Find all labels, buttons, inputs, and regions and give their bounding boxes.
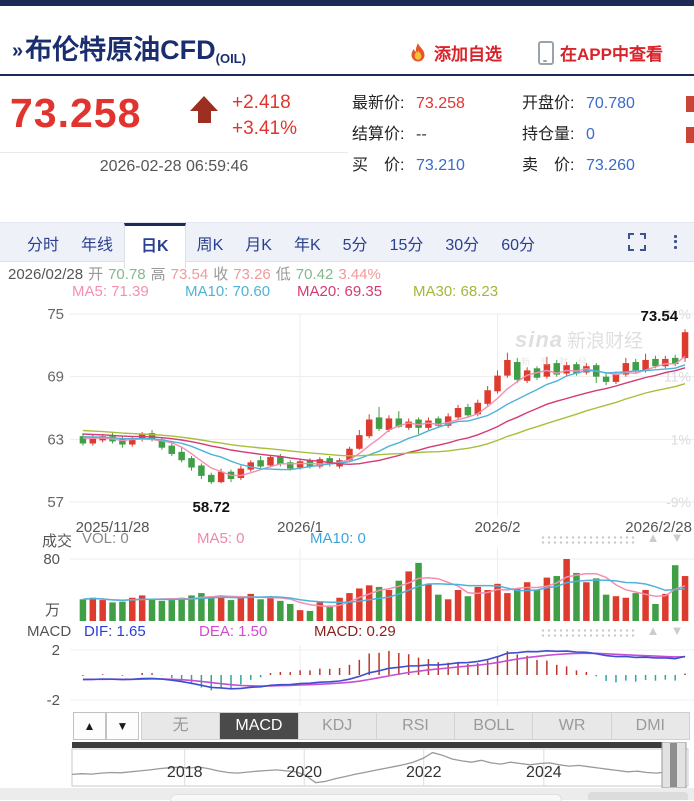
svg-text:2018: 2018 [167,764,203,781]
macd-expand-icon[interactable]: ▼ [668,623,686,638]
svg-text:69: 69 [47,369,64,386]
header: »布伦特原油CFD(OIL) 添加自选 在APP中查看 [0,6,694,76]
tab-weekly-k[interactable]: 周K [186,223,235,268]
ohlc-high: 73.54 [171,266,209,283]
cutoff-text-fragment [686,127,694,143]
page-title: »布伦特原油CFD(OIL) [12,28,246,67]
fullscreen-icon[interactable] [628,233,646,251]
change-percent: +3.41% [232,116,297,142]
macd-dea-value: DEA: 1.50 [199,623,267,640]
indicator-tab-kdj[interactable]: KDJ [299,713,377,739]
add-watchlist-button[interactable]: 添加自选 [408,40,502,65]
svg-text:63: 63 [47,431,64,448]
ohlc-date: 2026/02/28 [8,266,83,283]
tab-5min[interactable]: 5分 [332,223,379,268]
tab-minute[interactable]: 分时 [16,223,70,268]
svg-text:58.72: 58.72 [192,499,230,516]
stat-open-price: 开盘价:70.780 [522,88,635,119]
svg-text:-2: -2 [47,692,60,709]
tab-daily-k[interactable]: 日K [124,223,186,268]
svg-text:73.54: 73.54 [641,308,679,325]
quote-timestamp: 2026-02-28 06:59:46 [0,158,348,176]
add-watchlist-label: 添加自选 [434,40,502,65]
macd-collapse-icon[interactable]: ▲ [644,623,662,638]
indicator-tab-rsi[interactable]: RSI [377,713,455,739]
cutoff-next-button [588,792,688,800]
instrument-code: (OIL) [216,51,246,66]
ma30-value: MA30: 68.23 [413,283,498,300]
divider [0,152,348,153]
stats-column-left: 最新价:73.258 结算价:-- 买 价:73.210 [352,88,465,181]
macd-pane-label: MACD [27,623,71,640]
instrument-name: 布伦特原油CFD [25,35,216,65]
stat-bid-price: 买 价:73.210 [352,150,465,181]
quote-section: 73.258 +2.418 +3.41% 2026-02-28 06:59:46… [0,78,694,212]
tab-yearly-k[interactable]: 年K [283,223,332,268]
volume-chart[interactable]: 80 万 [0,540,694,622]
cutoff-text-fragment [686,96,694,112]
svg-text:75: 75 [47,306,64,323]
ma10-value: MA10: 70.60 [185,283,270,300]
tab-15min[interactable]: 15分 [379,223,435,268]
svg-text:万: 万 [45,602,60,619]
indicator-down-button[interactable]: ▼ [106,712,139,740]
svg-text:2024: 2024 [526,764,562,781]
ohlc-open: 70.78 [108,266,146,283]
macd-chart[interactable]: 2 -2 [0,640,694,710]
indicator-tab-boll[interactable]: BOLL [455,713,533,739]
phone-icon [538,41,554,65]
tab-yearline[interactable]: 年线 [70,223,124,268]
stat-last-price: 最新价:73.258 [352,88,465,119]
indicator-tab-wr[interactable]: WR [533,713,611,739]
svg-text:2026/2: 2026/2 [475,519,521,536]
macd-pane-grip[interactable] [540,628,636,637]
stat-open-interest: 持仓量:0 [522,119,635,150]
period-tab-bar: 分时 年线 日K 周K 月K 年K 5分 15分 30分 60分 [0,222,694,262]
change-value: +2.418 [232,90,297,116]
title-chevron-icon: » [12,40,23,62]
svg-text:57: 57 [47,494,64,511]
svg-text:2: 2 [52,642,60,659]
tab-monthly-k[interactable]: 月K [234,223,283,268]
flame-icon [408,42,428,64]
up-arrow-icon [190,96,218,126]
svg-text:-9%: -9% [666,494,691,510]
stat-settle-price: 结算价:-- [352,119,465,150]
indicator-tab-macd[interactable]: MACD [220,713,298,739]
ohlc-low: 70.42 [296,266,334,283]
ohlc-close: 73.26 [233,266,271,283]
timeline-navigator[interactable]: 2018 2020 2022 2024 [0,742,694,788]
svg-text:1%: 1% [671,431,691,447]
kebab-menu-icon[interactable] [668,232,682,252]
ma20-value: MA20: 69.35 [297,283,382,300]
macd-dif-value: DIF: 1.65 [84,623,146,640]
ohlc-pct: 3.44% [338,266,381,283]
indicator-up-button[interactable]: ▲ [73,712,106,740]
last-price: 73.258 [10,90,141,137]
indicator-tab-row: ▲ ▼ 无 MACD KDJ RSI BOLL WR DMI [0,712,694,742]
macd-hist-value: MACD: 0.29 [314,623,396,640]
indicator-tab-none[interactable]: 无 [142,713,220,739]
stat-ask-price: 卖 价:73.260 [522,150,635,181]
svg-text:2020: 2020 [286,764,322,781]
view-in-app-button[interactable]: 在APP中查看 [538,40,663,65]
price-change: +2.418 +3.41% [232,90,297,142]
svg-text:11%: 11% [664,369,691,385]
period-tabs: 分时 年线 日K 周K 月K 年K 5分 15分 30分 60分 [16,223,546,268]
ma5-value: MA5: 71.39 [72,283,149,300]
svg-text:80: 80 [43,551,60,568]
tab-60min[interactable]: 60分 [490,223,546,268]
tab-30min[interactable]: 30分 [434,223,490,268]
indicator-tab-dmi[interactable]: DMI [612,713,689,739]
indicator-tabs: 无 MACD KDJ RSI BOLL WR DMI [141,712,690,740]
view-in-app-label: 在APP中查看 [560,40,663,65]
svg-text:2022: 2022 [406,764,442,781]
stats-column-right: 开盘价:70.780 持仓量:0 卖 价:73.260 [522,88,635,181]
